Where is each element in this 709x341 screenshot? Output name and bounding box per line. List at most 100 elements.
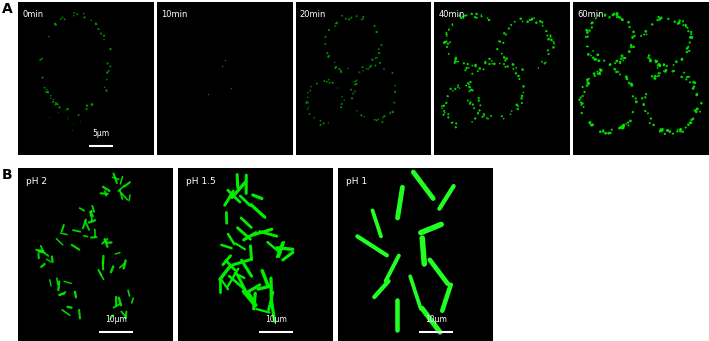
Point [74, 119, 86, 124]
Point [671, 129, 683, 134]
Point [513, 73, 524, 79]
Point [689, 107, 700, 113]
Point [528, 15, 540, 21]
Point [649, 76, 661, 81]
Point [581, 83, 593, 88]
Point [593, 58, 605, 63]
Point [678, 23, 689, 28]
Point [473, 95, 484, 101]
Point [647, 22, 658, 27]
Text: 10μm: 10μm [105, 315, 127, 324]
Point [645, 58, 657, 63]
Point [505, 112, 516, 117]
Point [516, 93, 527, 99]
Point [329, 24, 340, 29]
Point [330, 65, 341, 71]
Point [353, 70, 364, 75]
Point [351, 108, 362, 114]
Point [379, 66, 390, 72]
Point [68, 10, 79, 16]
Point [598, 129, 609, 134]
Point [86, 102, 98, 107]
Point [371, 29, 382, 35]
Point [598, 127, 609, 133]
Point [489, 61, 501, 67]
Point [373, 46, 384, 52]
Point [308, 115, 320, 121]
Point [441, 33, 452, 39]
Point [365, 63, 376, 69]
Point [623, 123, 634, 128]
Point [581, 44, 593, 49]
Point [474, 103, 486, 108]
Point [52, 109, 63, 115]
Point [626, 44, 637, 49]
Point [350, 79, 362, 84]
Point [364, 64, 376, 70]
Point [575, 100, 586, 105]
Point [683, 44, 694, 49]
Point [640, 91, 652, 97]
Point [542, 48, 554, 53]
Point [99, 33, 110, 39]
Point [683, 48, 695, 54]
Point [681, 24, 692, 29]
Point [506, 108, 518, 114]
Point [686, 29, 697, 35]
Point [351, 81, 362, 87]
Point [648, 122, 659, 128]
Point [440, 39, 451, 45]
Point [442, 112, 454, 117]
Text: 20min: 20min [300, 10, 326, 19]
Text: 40min: 40min [438, 10, 465, 19]
Point [574, 97, 585, 102]
Point [686, 120, 697, 125]
Point [464, 84, 476, 90]
Point [486, 113, 497, 119]
Point [631, 99, 642, 105]
Text: pH 2: pH 2 [26, 177, 47, 186]
Point [509, 19, 520, 25]
Point [446, 120, 457, 125]
Point [586, 25, 598, 30]
Point [460, 68, 471, 73]
Point [662, 128, 674, 133]
Point [326, 80, 337, 85]
Point [499, 55, 510, 60]
Point [627, 35, 638, 40]
Point [581, 30, 593, 35]
Point [441, 100, 452, 106]
Point [441, 31, 452, 37]
Point [594, 66, 605, 72]
Text: 10μm: 10μm [264, 315, 286, 324]
Point [467, 102, 479, 107]
Point [344, 17, 355, 22]
Point [377, 115, 389, 121]
Point [480, 59, 491, 64]
Point [506, 22, 517, 28]
Point [686, 35, 698, 41]
Point [458, 15, 469, 21]
Point [630, 96, 642, 101]
Point [582, 80, 593, 85]
Point [613, 14, 624, 19]
Point [385, 110, 396, 115]
Text: 60min: 60min [577, 10, 604, 19]
Point [463, 84, 474, 90]
Point [647, 74, 658, 79]
Point [600, 12, 611, 17]
Point [342, 66, 354, 71]
Point [445, 86, 457, 91]
Point [650, 59, 661, 65]
Point [498, 31, 510, 36]
Point [101, 77, 112, 82]
Point [511, 102, 523, 107]
Point [623, 80, 635, 86]
Point [542, 37, 554, 42]
Point [623, 19, 634, 25]
Point [683, 28, 694, 34]
Point [331, 20, 342, 26]
Point [576, 102, 587, 108]
Text: pH 1: pH 1 [346, 177, 367, 186]
Point [369, 117, 381, 122]
